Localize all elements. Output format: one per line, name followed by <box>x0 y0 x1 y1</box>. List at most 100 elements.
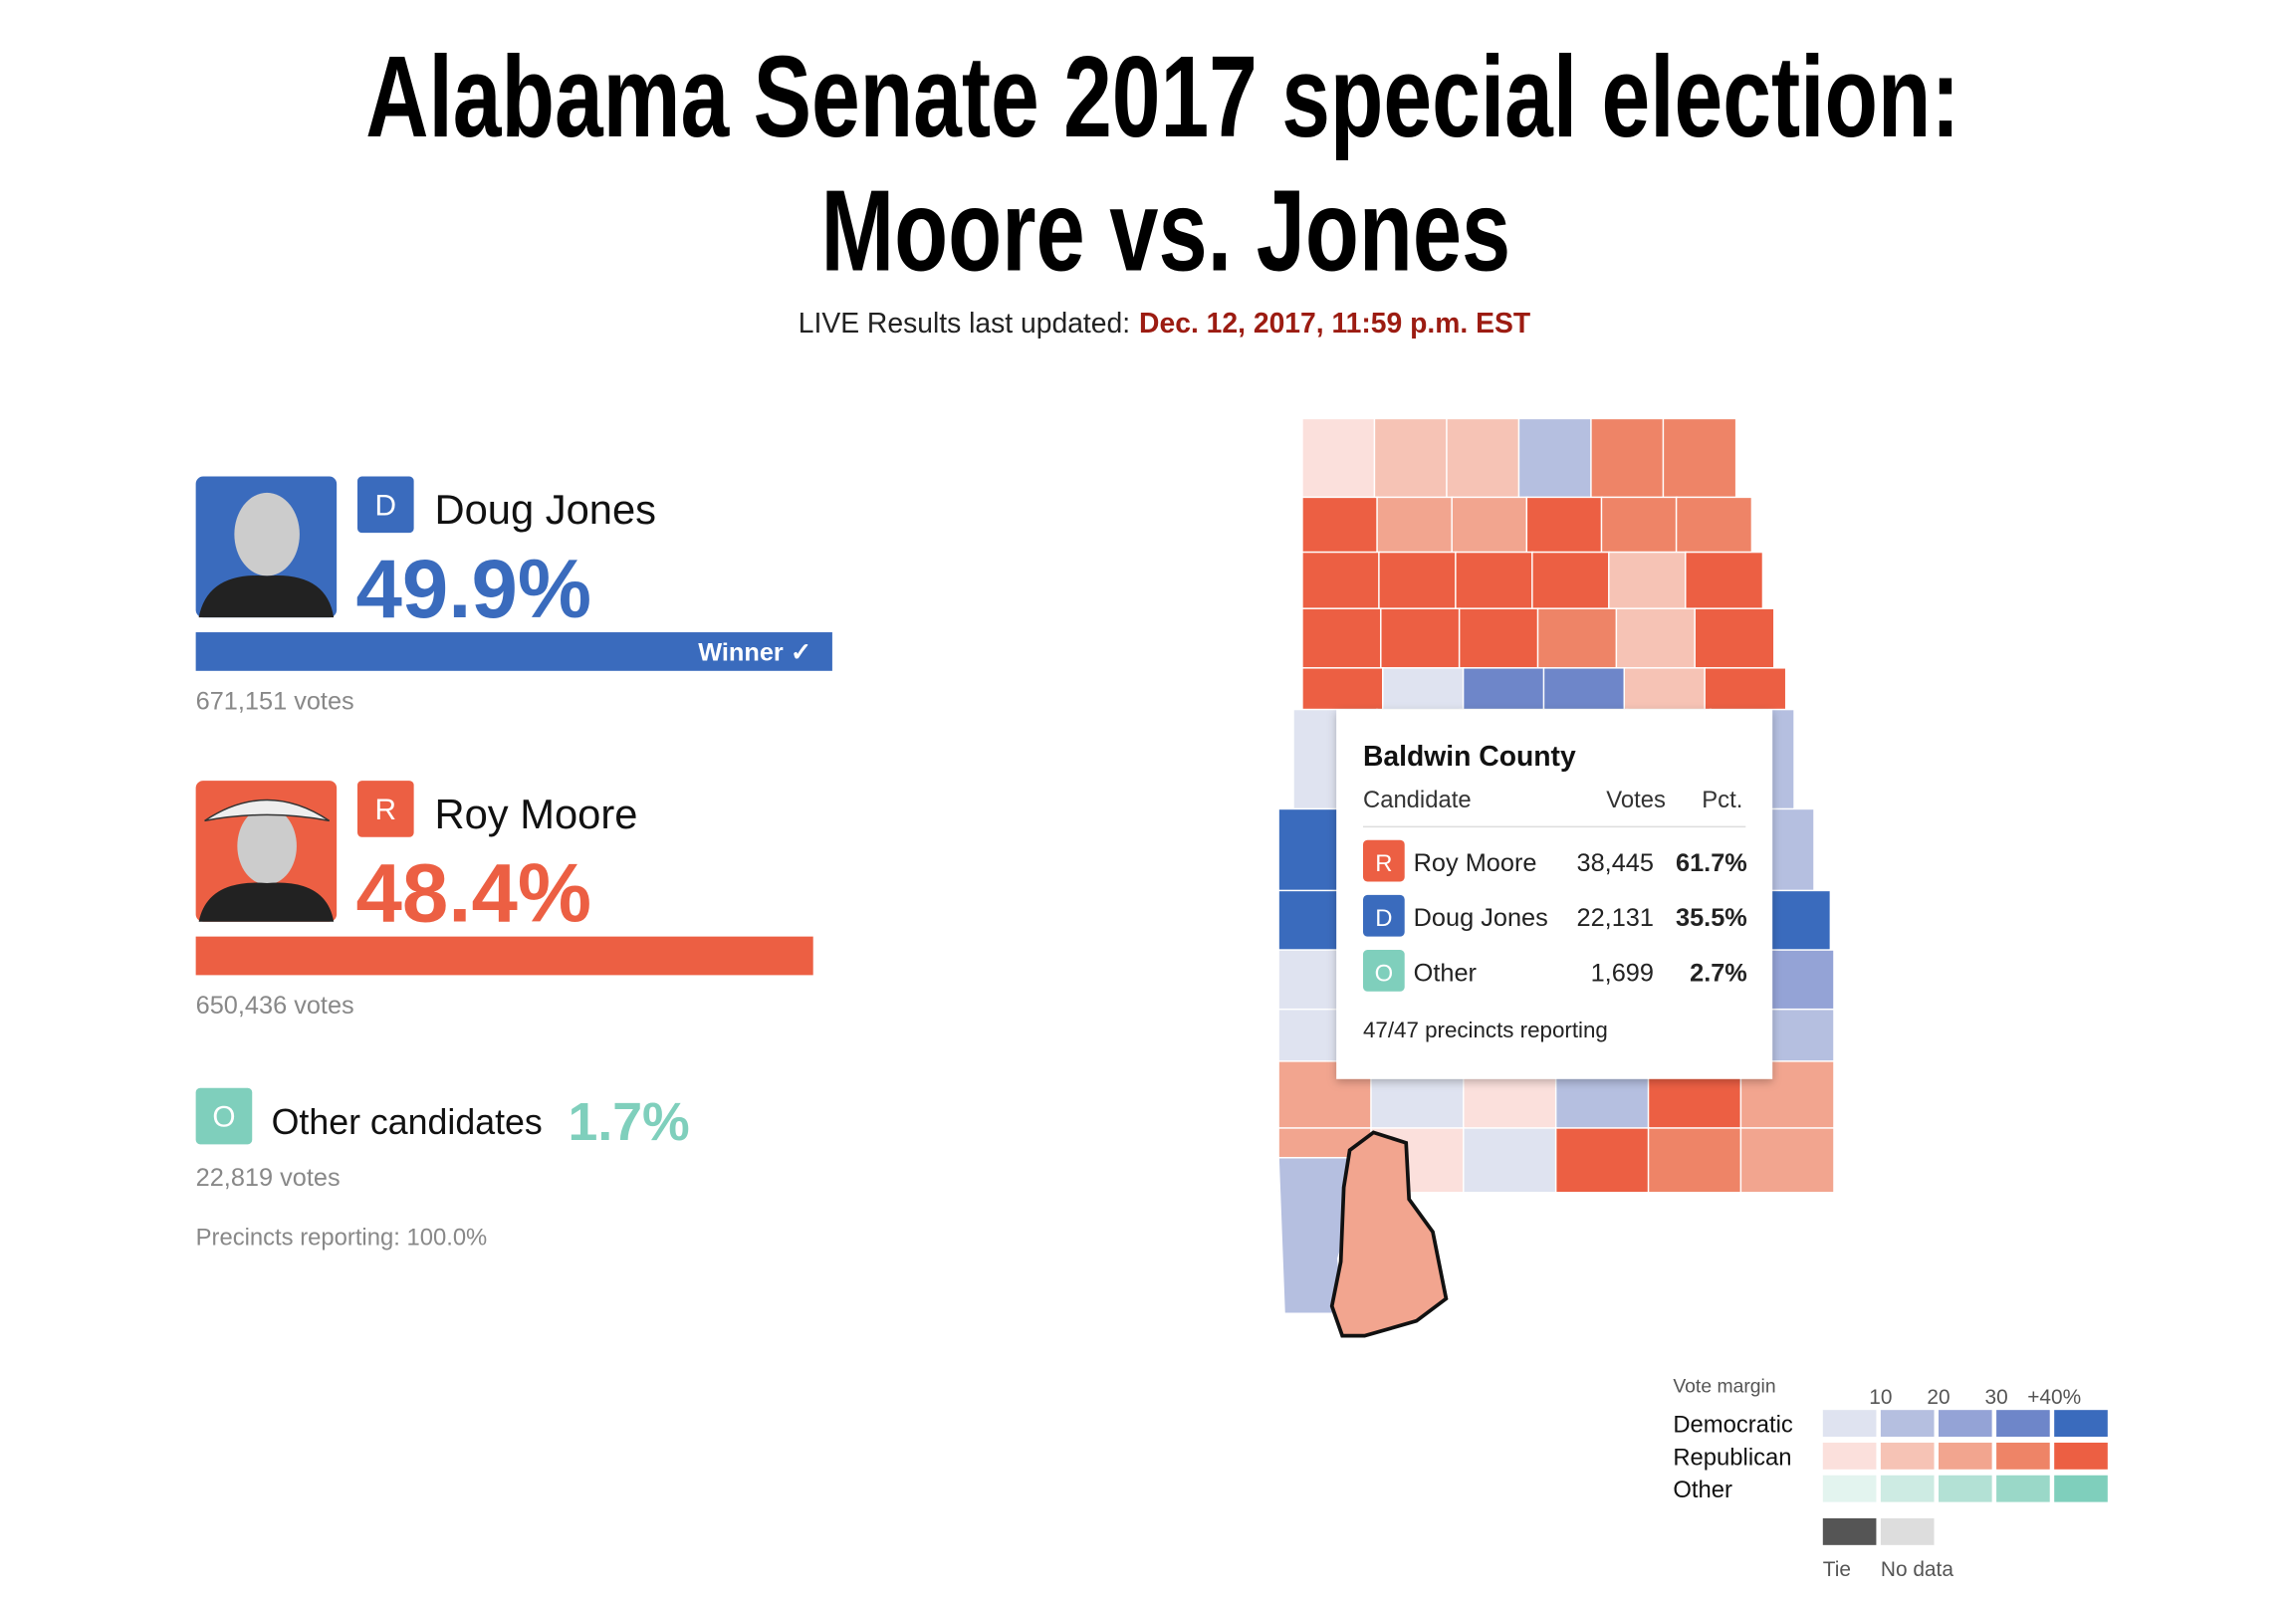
vote-bar <box>195 936 813 976</box>
candidate-votes: 671,151 votes <box>196 688 354 716</box>
legend-swatch <box>1996 1410 2050 1438</box>
legend-swatch <box>1938 1475 1992 1502</box>
legend-swatch <box>1880 1475 1935 1502</box>
legend-no-data <box>1880 1517 1935 1545</box>
county <box>1685 551 1764 610</box>
tooltip-votes: 38,445 <box>1577 849 1654 877</box>
party-letter: R <box>1375 850 1392 877</box>
county <box>1704 667 1787 712</box>
county <box>1608 551 1688 610</box>
legend-swatch <box>1880 1410 1935 1438</box>
photo-body <box>198 882 335 922</box>
county <box>1536 607 1618 670</box>
party-badge <box>357 476 414 534</box>
county <box>1455 551 1534 610</box>
party-letter: O <box>212 1100 235 1133</box>
tooltip-precincts: 47/47 precincts reporting <box>1363 1018 1608 1042</box>
county <box>1446 417 1520 499</box>
precincts: Precincts reporting: 100.0% <box>196 1225 488 1252</box>
county <box>1380 607 1462 670</box>
party-letter: D <box>375 489 397 522</box>
county <box>1301 667 1385 712</box>
legend-tick: 30 <box>1984 1386 2007 1409</box>
county <box>1458 607 1539 670</box>
county <box>1675 496 1753 555</box>
candidate-name: Roy Moore <box>434 791 637 837</box>
county <box>1600 496 1679 555</box>
county <box>1517 417 1593 499</box>
county <box>1373 417 1449 499</box>
photo-face <box>237 806 297 885</box>
county <box>1623 667 1707 712</box>
county <box>1554 1127 1651 1194</box>
candidate-pct: 49.9% <box>356 542 592 635</box>
candidate-name: Doug Jones <box>434 486 656 533</box>
tooltip-pct: 61.7% <box>1676 849 1747 877</box>
legend-swatch <box>2054 1410 2108 1438</box>
legend-row-label: Other <box>1673 1477 1732 1503</box>
party-badge <box>195 1087 253 1145</box>
county <box>1590 417 1665 499</box>
tooltip-col: Pct. <box>1702 787 1742 813</box>
county <box>1694 607 1775 670</box>
legend-swatch <box>2054 1442 2108 1470</box>
legend-swatch <box>2054 1475 2108 1502</box>
county <box>1462 667 1545 712</box>
tooltip-col: Candidate <box>1363 787 1472 813</box>
photo-face <box>234 492 300 576</box>
legend-swatch <box>1938 1442 1992 1470</box>
updated-time: Dec. 12, 2017, 11:59 p.m. EST <box>1139 307 1530 339</box>
title: Alabama Senate 2017 special election: <box>365 32 1959 161</box>
legend-tie <box>1822 1517 1877 1545</box>
legend-swatch <box>1996 1475 2050 1502</box>
legend-swatch <box>1822 1475 1877 1502</box>
legend-title: Vote margin <box>1673 1375 1775 1397</box>
tooltip-name: Other <box>1414 959 1478 987</box>
county <box>1463 1127 1558 1194</box>
county <box>1531 551 1611 610</box>
candidate-votes: 650,436 votes <box>196 992 354 1020</box>
tooltip-name: Roy Moore <box>1414 849 1537 877</box>
county <box>1301 551 1381 610</box>
county <box>1662 417 1737 499</box>
candidate-pct: 48.4% <box>356 846 592 940</box>
title: Moore vs. Jones <box>821 165 1511 295</box>
other-votes: 22,819 votes <box>196 1164 341 1192</box>
tooltip: Baldwin County Candidate Votes Pct. R Roy… <box>1336 709 1773 1079</box>
tooltip-col: Votes <box>1606 787 1666 813</box>
county <box>1378 551 1458 610</box>
legend-tick: 20 <box>1927 1386 1950 1409</box>
tooltip-name: Doug Jones <box>1414 904 1548 932</box>
party-badge <box>357 781 414 837</box>
tooltip-pct: 35.5% <box>1676 904 1747 932</box>
county <box>1451 496 1528 555</box>
county <box>1525 496 1603 555</box>
county <box>1376 496 1454 555</box>
tooltip-votes: 1,699 <box>1591 959 1654 987</box>
party-letter: D <box>1375 905 1392 932</box>
tooltip-title: Baldwin County <box>1363 740 1576 772</box>
winner-label: Winner ✓ <box>698 638 811 666</box>
legend-swatch <box>1996 1442 2050 1470</box>
legend-tick: 10 <box>1869 1386 1892 1409</box>
legend-swatch <box>1938 1410 1992 1438</box>
tooltip-votes: 22,131 <box>1577 904 1654 932</box>
legend-tie-label: Tie <box>1823 1558 1851 1581</box>
county <box>1301 607 1383 670</box>
county <box>1301 417 1376 499</box>
party-badge <box>1363 950 1405 992</box>
county <box>1647 1127 1742 1194</box>
tooltip-box <box>1336 709 1773 1079</box>
photo-hat <box>204 798 331 822</box>
vote-bar <box>195 632 832 671</box>
party-letter: O <box>1375 960 1394 987</box>
legend-swatch <box>1822 1442 1877 1470</box>
county <box>1739 1127 1835 1194</box>
other-name: Other candidates <box>272 1102 543 1142</box>
county <box>1542 667 1626 712</box>
legend-row-label: Democratic <box>1673 1412 1793 1439</box>
county <box>1301 496 1379 555</box>
other-pct: 1.7% <box>569 1092 690 1152</box>
